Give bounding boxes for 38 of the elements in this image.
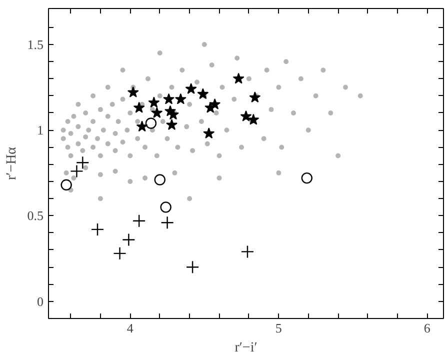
point <box>248 114 260 125</box>
point <box>249 92 261 103</box>
point <box>90 222 104 236</box>
point <box>301 172 312 184</box>
point <box>197 88 209 100</box>
x-tick-label: 6 <box>424 320 431 336</box>
x-tick-label: 4 <box>126 320 134 336</box>
point <box>136 120 148 132</box>
point <box>174 93 186 104</box>
point <box>148 96 160 108</box>
x-tick-label: 5 <box>275 320 282 336</box>
point <box>145 118 157 129</box>
point <box>209 98 221 110</box>
y-axis-title: r′−Hα <box>4 146 20 180</box>
point <box>154 174 166 186</box>
point <box>60 179 72 190</box>
point <box>185 82 197 94</box>
point <box>160 202 172 213</box>
point <box>127 86 139 98</box>
point <box>186 260 200 274</box>
y-tick-label: 0 <box>37 294 44 309</box>
point <box>113 246 126 260</box>
point <box>151 106 163 118</box>
point <box>133 102 145 113</box>
point <box>168 108 179 120</box>
point <box>166 118 178 130</box>
point <box>132 214 146 228</box>
point <box>160 216 174 230</box>
point <box>240 245 254 258</box>
y-tick-label: 1.5 <box>27 36 44 52</box>
x-axis-title: r′−i′ <box>234 340 258 356</box>
y-tick-label: 0.5 <box>27 208 44 224</box>
y-tick-label: 1 <box>37 122 44 138</box>
point <box>240 110 252 122</box>
point <box>163 93 175 104</box>
point <box>232 72 244 84</box>
point <box>122 233 136 246</box>
point <box>203 128 215 138</box>
